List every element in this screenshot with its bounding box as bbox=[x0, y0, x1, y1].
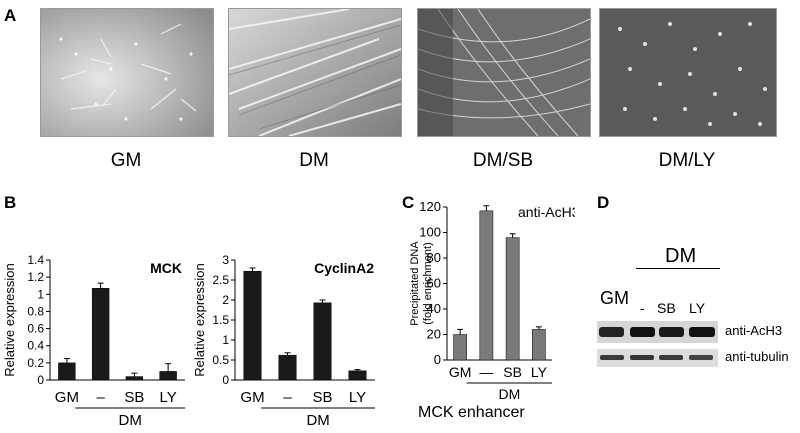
chart-ach3-chip: 0 20 40 60 80 100 120 Precipitated DNA(fold enr… bbox=[409, 199, 575, 402]
bar bbox=[453, 334, 467, 361]
x-category-label: GM bbox=[240, 389, 264, 406]
y-tick-label: 120 bbox=[419, 199, 441, 214]
y-tick-label: 1.5 bbox=[212, 313, 229, 327]
bar bbox=[159, 371, 177, 381]
x-category-label: – bbox=[96, 389, 105, 406]
y-tick-label: 100 bbox=[419, 225, 441, 240]
panel-d-letter: D bbox=[597, 193, 610, 212]
x-category-label: SB bbox=[124, 389, 144, 406]
y-tick-label: 0 bbox=[222, 373, 229, 387]
group-label: DM bbox=[118, 412, 141, 429]
panel-b-letter: B bbox=[4, 193, 17, 212]
caption-dm-sb: DM/SB bbox=[472, 150, 534, 171]
group-label: DM bbox=[306, 412, 329, 429]
bar bbox=[125, 376, 144, 381]
bar bbox=[479, 210, 494, 361]
y-tick-label: 2.5 bbox=[212, 273, 229, 287]
y-axis-label: Relative expression bbox=[192, 263, 207, 376]
micrograph-gm bbox=[40, 8, 214, 137]
y-tick-label: 80 bbox=[427, 250, 441, 265]
x-category-label: SB bbox=[312, 389, 332, 406]
x-category-label: GM bbox=[449, 364, 472, 380]
x-category-label: — bbox=[479, 364, 493, 380]
chart-mck-expression: 0 0.2 0.4 0.6 0.8 1 1.2 1.4 Relative expression G… bbox=[2, 253, 185, 429]
y-tick-label: 0.2 bbox=[27, 356, 44, 370]
x-category-label: – bbox=[283, 389, 292, 406]
bar bbox=[348, 370, 367, 381]
x-category-label: GM bbox=[55, 389, 79, 406]
blot-row-tubulin-label: anti-tubulin bbox=[725, 349, 789, 364]
micrograph-dm-sb bbox=[417, 8, 591, 137]
bar bbox=[532, 329, 546, 361]
caption-dm: DM bbox=[299, 150, 329, 171]
blot-ach3-strip bbox=[597, 321, 718, 343]
chart-title: CyclinA2 bbox=[314, 260, 374, 276]
blot-row-ach3-label: anti-AcH3 bbox=[725, 323, 783, 338]
y-tick-label: 0.6 bbox=[27, 322, 44, 336]
panel-c-footer: MCK enhancer bbox=[418, 404, 525, 421]
micrograph-dm-ly bbox=[599, 8, 777, 137]
x-category-label: LY bbox=[531, 364, 548, 380]
bar bbox=[58, 362, 76, 381]
bar bbox=[313, 302, 332, 381]
caption-dm-ly: DM/LY bbox=[658, 150, 716, 171]
blot-dm-bracket bbox=[636, 268, 720, 269]
x-category-label: LY bbox=[160, 389, 177, 406]
y-tick-label: 1 bbox=[37, 287, 44, 301]
y-tick-label: 1.2 bbox=[27, 270, 44, 284]
x-category-label: LY bbox=[349, 389, 366, 406]
blot-dm-label: DM bbox=[665, 245, 697, 267]
bar bbox=[505, 237, 520, 361]
chart-cyclina2-expression: 0 0.5 1 1.5 2 2.5 3 Relative expression GM – SB LY D… bbox=[192, 253, 375, 429]
blot-lane-minus: - bbox=[640, 300, 645, 316]
y-tick-label: 3 bbox=[222, 253, 229, 267]
y-tick-label: 0.4 bbox=[27, 339, 44, 353]
blot-tubulin-strip bbox=[597, 349, 718, 367]
blot-lane-sb: SB bbox=[657, 300, 676, 316]
caption-gm: GM bbox=[110, 150, 142, 171]
y-tick-label: 0.5 bbox=[212, 353, 229, 367]
bar bbox=[278, 354, 297, 381]
y-tick-label: 60 bbox=[427, 276, 441, 291]
y-tick-label: 1 bbox=[222, 333, 229, 347]
panel-a-letter: A bbox=[4, 6, 17, 25]
y-tick-label: 2 bbox=[222, 293, 229, 307]
y-tick-label: 0 bbox=[37, 373, 44, 387]
micrograph-dm bbox=[228, 8, 402, 137]
y-axis-label: Precipitated DNA(fold enrichment) bbox=[409, 241, 434, 326]
panel-c-letter: C bbox=[402, 193, 415, 212]
x-category-label: SB bbox=[503, 364, 522, 380]
y-tick-label: 1.4 bbox=[27, 253, 44, 267]
group-label: DM bbox=[498, 386, 520, 402]
chart-title: anti-AcH3 bbox=[518, 204, 575, 220]
y-tick-label: 0.8 bbox=[27, 304, 44, 318]
chart-title: MCK bbox=[150, 260, 182, 276]
blot-lane-ly: LY bbox=[689, 300, 706, 316]
y-axis-label: Relative expression bbox=[2, 263, 17, 376]
y-tick-label: 20 bbox=[427, 327, 441, 342]
y-tick-label: 0 bbox=[434, 352, 441, 367]
bar bbox=[91, 288, 110, 381]
blot-gm-label: GM bbox=[600, 288, 629, 308]
y-tick-label: 40 bbox=[427, 301, 441, 316]
bar bbox=[243, 270, 262, 381]
